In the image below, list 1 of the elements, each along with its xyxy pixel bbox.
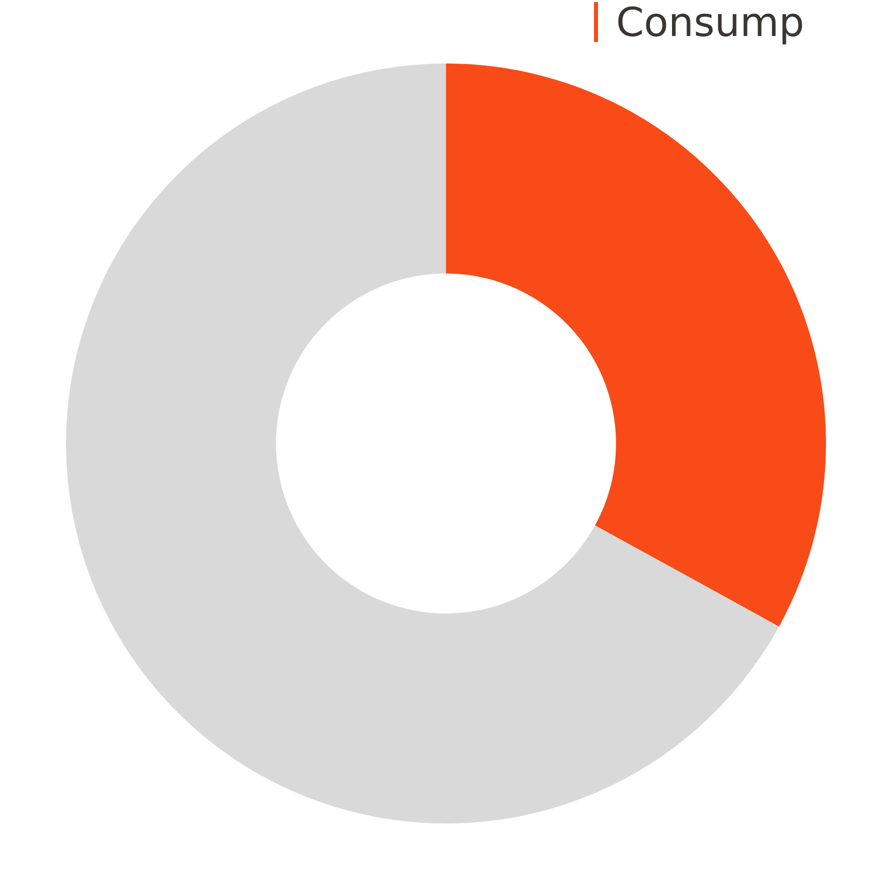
slice-label: Consump	[616, 0, 804, 46]
